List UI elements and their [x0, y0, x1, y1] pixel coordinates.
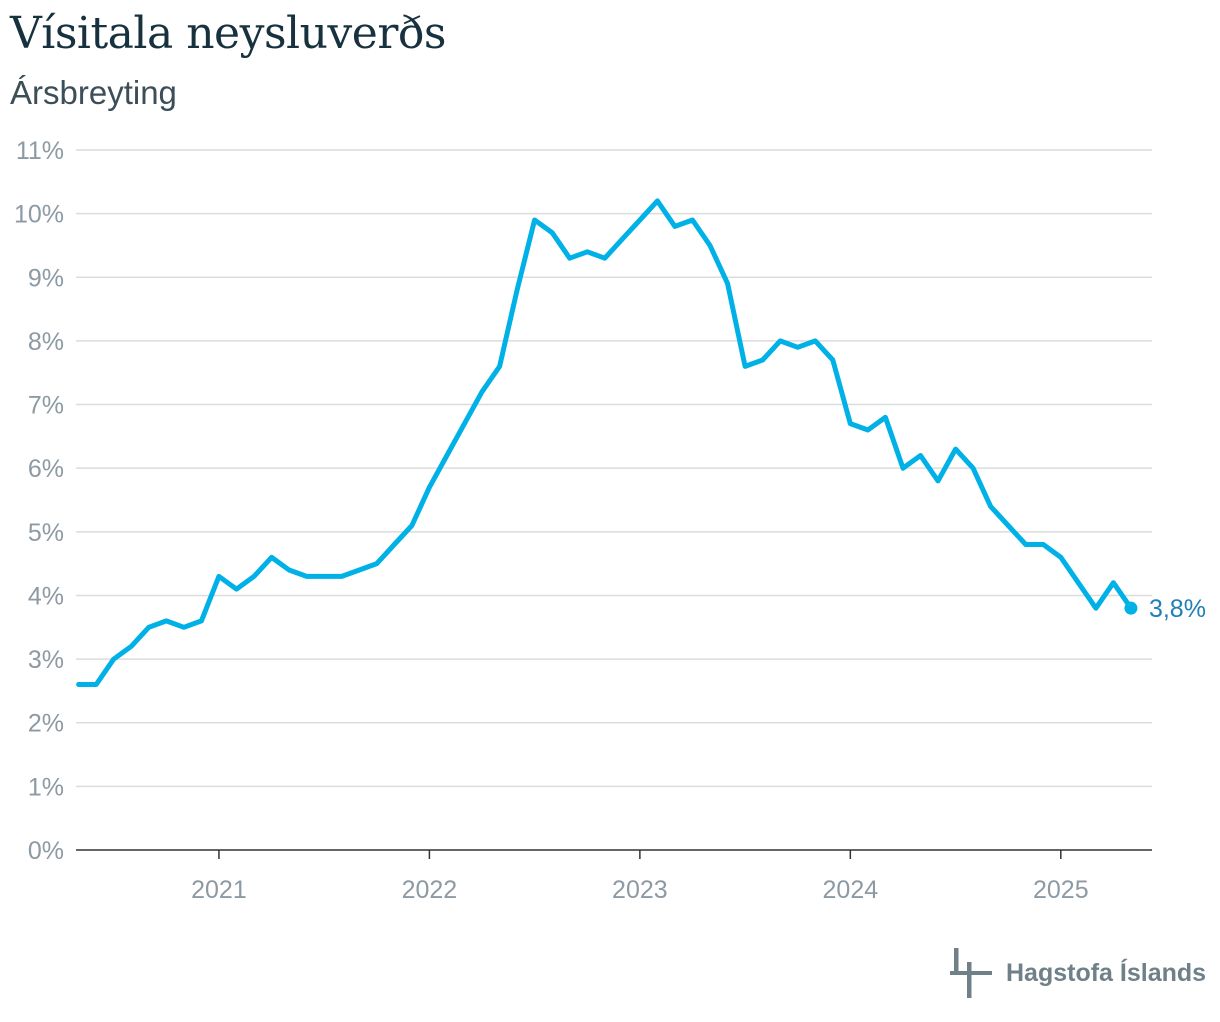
y-tick-label: 6%	[28, 455, 64, 483]
x-tick-label: 2024	[823, 876, 879, 904]
chart-subtitle: Ársbreyting	[10, 74, 177, 111]
x-axis-ticks: 2021 2022 2023 2024 2025	[191, 850, 1089, 904]
x-tick-label: 2022	[402, 876, 458, 904]
x-tick-label: 2021	[191, 876, 247, 904]
y-tick-label: 10%	[14, 201, 64, 229]
y-tick-label: 3%	[28, 646, 64, 674]
series-line	[76, 198, 1134, 687]
gridlines	[76, 149, 1152, 788]
y-tick-label: 5%	[28, 519, 64, 547]
x-tick-label: 2023	[612, 876, 668, 904]
last-value-marker	[1124, 601, 1138, 615]
y-tick-label: 9%	[28, 264, 64, 292]
last-value-label: 3,8%	[1149, 595, 1206, 623]
y-tick-label: 4%	[28, 582, 64, 610]
line-chart: 0%1%2%3%4%5%6%7%8%9%10%11% 2021 2022 2023 2…	[14, 137, 1206, 904]
x-tick-label: 2025	[1033, 876, 1089, 904]
y-tick-label: 11%	[16, 137, 64, 165]
y-tick-label: 2%	[28, 710, 64, 738]
hagstofa-logo: Hagstofa Íslands	[950, 948, 1206, 998]
y-tick-label: 8%	[28, 328, 64, 356]
y-tick-label: 0%	[28, 837, 64, 865]
logo-text: Hagstofa Íslands	[1006, 958, 1207, 987]
y-tick-label: 7%	[28, 392, 64, 420]
chart-title: Vísitala neysluverðs	[10, 8, 446, 59]
hagstofa-logo-icon	[950, 948, 992, 998]
y-axis-tick-labels: 0% 1% 2% 3% 4% 5% 6% 7% 8% 9% 10% 11%	[14, 137, 64, 865]
y-tick-label: 1%	[28, 773, 64, 801]
